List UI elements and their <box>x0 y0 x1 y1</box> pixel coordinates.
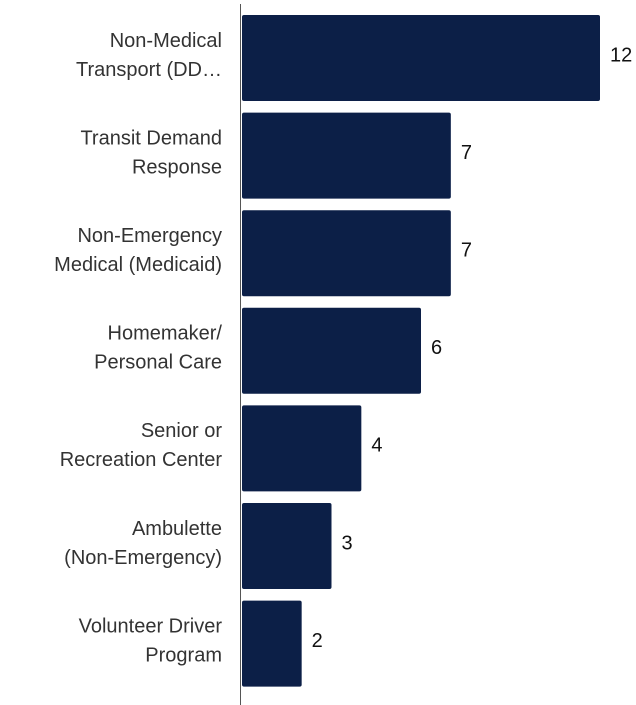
category-label: Medical (Medicaid) <box>54 254 222 276</box>
bar <box>242 210 451 297</box>
bar <box>242 600 302 687</box>
category-label: Homemaker/ <box>108 323 223 345</box>
category-label: Response <box>132 156 222 178</box>
value-label: 4 <box>371 435 382 457</box>
category-label: Transit Demand <box>80 127 222 149</box>
bar <box>242 405 362 492</box>
bar <box>242 307 421 394</box>
bar <box>242 112 451 199</box>
category-label: Program <box>145 644 222 666</box>
bar <box>242 503 332 589</box>
value-label: 7 <box>461 239 472 261</box>
value-label: 7 <box>461 142 472 164</box>
value-label: 2 <box>312 630 323 652</box>
category-label: Personal Care <box>94 352 222 374</box>
value-label: 12 <box>610 44 632 66</box>
category-label: Senior or <box>141 420 222 442</box>
category-label: Transport (DD… <box>76 59 222 81</box>
bar <box>242 15 600 101</box>
category-label: Recreation Center <box>60 449 223 471</box>
category-label: (Non-Emergency) <box>64 547 222 569</box>
category-label: Non-Emergency <box>77 225 222 247</box>
value-label: 6 <box>431 337 442 359</box>
category-label: Volunteer Driver <box>79 615 223 637</box>
value-label: 3 <box>342 532 353 554</box>
category-label: Ambulette <box>132 518 222 540</box>
category-label: Non-Medical <box>110 30 222 52</box>
